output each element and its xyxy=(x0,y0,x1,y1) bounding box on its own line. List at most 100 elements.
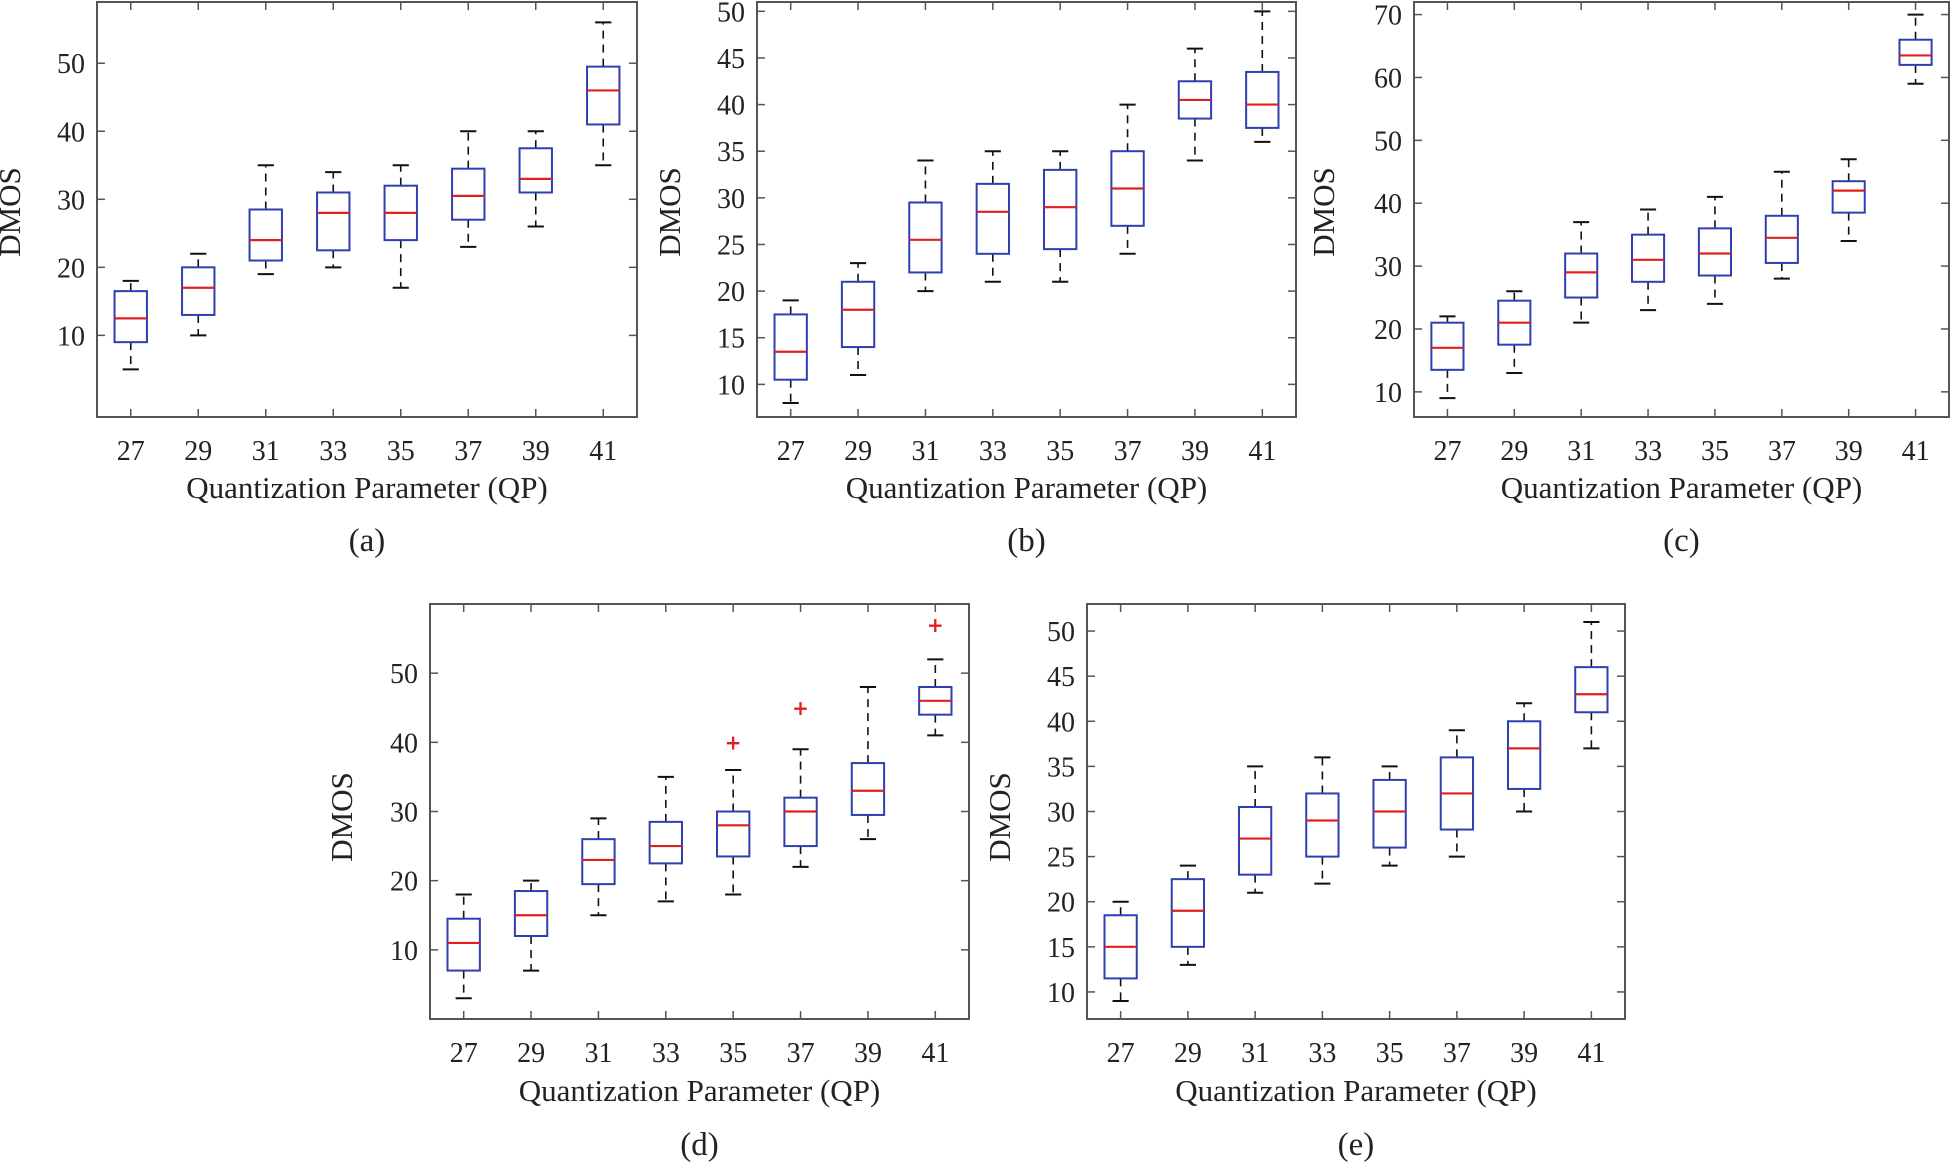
x-tick-label: 29 xyxy=(1174,1038,1202,1069)
x-tick-label: 37 xyxy=(787,1038,815,1069)
x-tick-label: 37 xyxy=(1768,436,1796,467)
x-tick-label: 37 xyxy=(1443,1038,1471,1069)
iqr-box xyxy=(783,796,818,848)
y-tick-label: 25 xyxy=(1047,843,1075,874)
outlier-point: + xyxy=(927,613,944,637)
iqr-box xyxy=(908,201,943,274)
x-tick-label: 41 xyxy=(1577,1038,1605,1069)
x-tick-label: 37 xyxy=(1114,436,1142,467)
x-tick-label: 27 xyxy=(1107,1038,1135,1069)
y-tick-label: 10 xyxy=(390,936,418,967)
y-axis-label: DMOS xyxy=(982,772,1017,862)
iqr-box xyxy=(581,838,616,886)
plot-frame xyxy=(1086,603,1626,1020)
y-tick-label: 10 xyxy=(57,321,85,352)
iqr-box xyxy=(446,917,481,972)
y-tick-label: 30 xyxy=(717,184,745,215)
outlier-point: + xyxy=(792,696,809,720)
panel-b: 10 15 20 25 30 35 40 45 50 27 29 31 33 35 37 39 41 DMOS Qu… xyxy=(652,0,1297,559)
y-tick-label: 10 xyxy=(717,370,745,401)
y-tick-label: 20 xyxy=(390,867,418,898)
y-axis-label: DMOS xyxy=(0,167,27,257)
iqr-box xyxy=(248,208,283,262)
y-tick-label: 15 xyxy=(717,324,745,355)
iqr-box xyxy=(1506,720,1542,790)
x-tick-label: 31 xyxy=(252,436,280,467)
iqr-box xyxy=(1305,792,1340,858)
iqr-box xyxy=(586,65,621,126)
iqr-box xyxy=(1574,666,1609,714)
y-tick-label: 70 xyxy=(1374,1,1402,32)
x-tick-label: 39 xyxy=(854,1038,882,1069)
x-tick-label: 41 xyxy=(589,436,617,467)
iqr-box xyxy=(181,266,216,316)
iqr-box xyxy=(1898,38,1933,66)
x-tick-label: 33 xyxy=(319,436,347,467)
x-tick-label: 39 xyxy=(1510,1038,1538,1069)
panel-caption: (a) xyxy=(349,523,386,559)
x-tick-label: 35 xyxy=(719,1038,747,1069)
x-tick-label: 33 xyxy=(979,436,1007,467)
iqr-box xyxy=(1237,805,1273,876)
x-tick-label: 27 xyxy=(450,1038,478,1069)
x-tick-label: 35 xyxy=(1376,1038,1404,1069)
x-tick-label: 27 xyxy=(1433,436,1461,467)
iqr-box xyxy=(1372,778,1407,849)
x-tick-label: 41 xyxy=(1902,436,1930,467)
y-tick-label: 10 xyxy=(1374,378,1402,409)
iqr-box xyxy=(850,762,886,816)
panel-c: 10 20 30 40 50 60 70 27 29 31 33 35 37 39 41 DMOS Quanti… xyxy=(1306,1,1950,559)
x-tick-label: 29 xyxy=(517,1038,545,1069)
x-tick-label: 31 xyxy=(1567,436,1595,467)
y-tick-label: 30 xyxy=(390,798,418,829)
x-axis-label: Quantization Parameter (QP) xyxy=(1175,1073,1537,1108)
panel-caption: (b) xyxy=(1007,523,1045,559)
iqr-box xyxy=(1764,214,1799,264)
y-axis-label: DMOS xyxy=(324,772,359,862)
y-tick-label: 30 xyxy=(1047,798,1075,829)
panel-caption: (c) xyxy=(1663,523,1700,559)
y-tick-label: 35 xyxy=(1047,752,1075,783)
y-tick-label: 50 xyxy=(717,0,745,28)
x-tick-label: 29 xyxy=(1500,436,1528,467)
x-tick-label: 33 xyxy=(1308,1038,1336,1069)
y-axis-label: DMOS xyxy=(1306,167,1341,257)
iqr-box xyxy=(316,191,351,252)
plot-frame xyxy=(96,1,638,418)
y-tick-label: 40 xyxy=(1374,189,1402,220)
iqr-box xyxy=(451,167,486,221)
x-tick-label: 27 xyxy=(117,436,145,467)
y-tick-label: 10 xyxy=(1047,978,1075,1009)
x-tick-label: 29 xyxy=(184,436,212,467)
x-axis-label: Quantization Parameter (QP) xyxy=(1501,470,1863,505)
iqr-box xyxy=(716,810,751,858)
y-tick-label: 20 xyxy=(1374,315,1402,346)
y-tick-label: 45 xyxy=(1047,662,1075,693)
x-tick-label: 31 xyxy=(584,1038,612,1069)
x-tick-label: 35 xyxy=(387,436,415,467)
y-tick-label: 50 xyxy=(390,659,418,690)
y-tick-label: 20 xyxy=(57,253,85,284)
iqr-box xyxy=(1430,321,1465,371)
y-tick-label: 50 xyxy=(57,49,85,80)
iqr-box xyxy=(113,290,148,344)
y-tick-label: 40 xyxy=(390,728,418,759)
y-tick-label: 40 xyxy=(57,117,85,148)
panel-caption: (e) xyxy=(1338,1127,1375,1163)
y-tick-label: 40 xyxy=(717,91,745,122)
iqr-box xyxy=(975,182,1010,255)
y-tick-label: 25 xyxy=(717,230,745,261)
outlier-point: + xyxy=(725,730,742,754)
iqr-box xyxy=(1831,180,1866,214)
iqr-box xyxy=(1697,227,1732,277)
x-axis-label: Quantization Parameter (QP) xyxy=(519,1073,881,1108)
y-axis-label: DMOS xyxy=(652,167,687,257)
plot-frame xyxy=(1413,1,1950,418)
iqr-box xyxy=(1631,233,1666,283)
iqr-box xyxy=(1245,70,1280,129)
x-tick-label: 27 xyxy=(777,436,805,467)
x-tick-label: 41 xyxy=(1248,436,1276,467)
y-tick-label: 30 xyxy=(1374,252,1402,283)
iqr-box xyxy=(1170,878,1206,948)
x-tick-label: 33 xyxy=(652,1038,680,1069)
